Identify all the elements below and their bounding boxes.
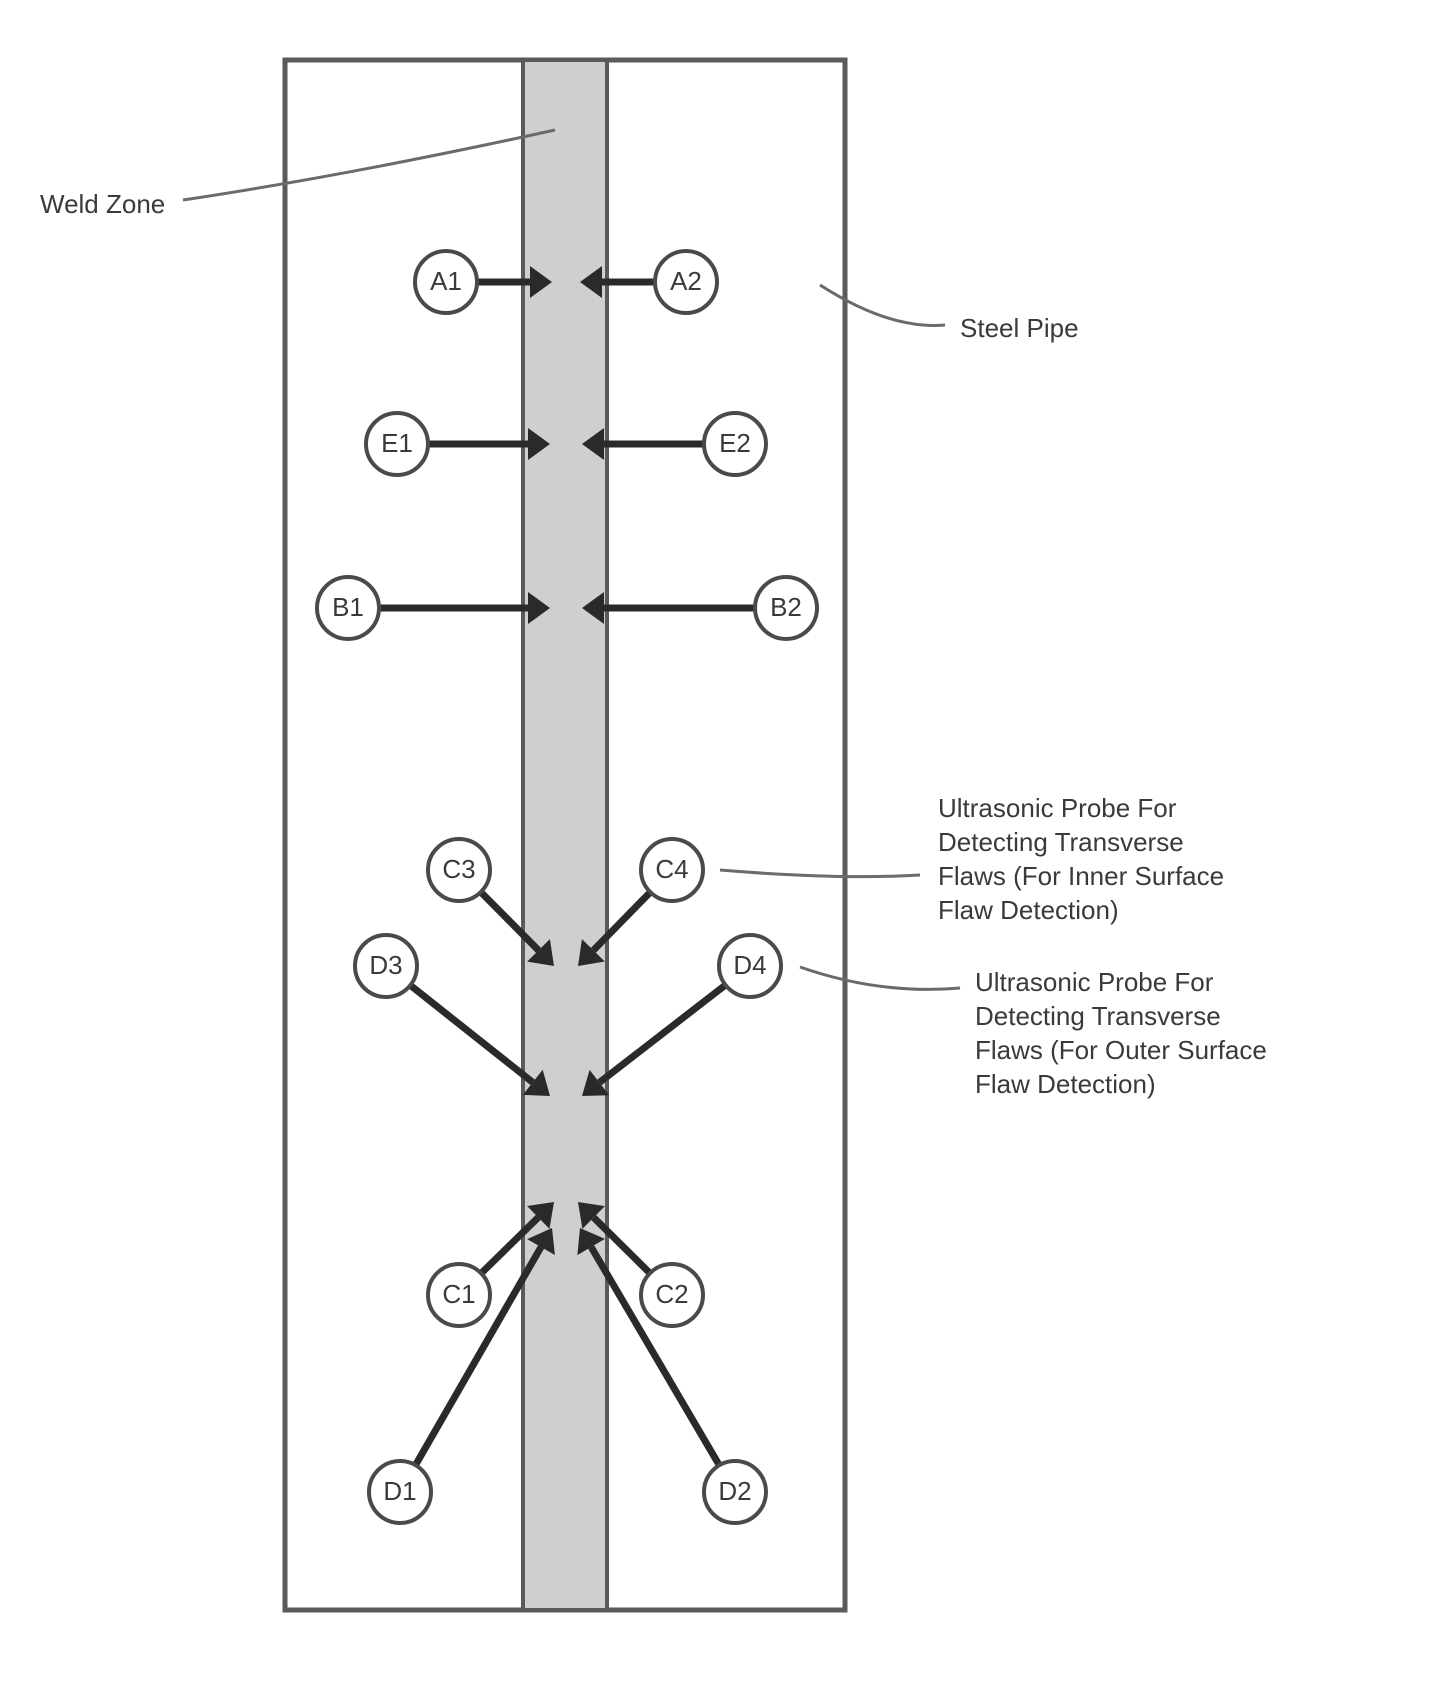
probe-a2: A2 [655, 251, 717, 313]
label-line: Ultrasonic Probe For [975, 967, 1214, 997]
pipe-group [285, 60, 845, 1610]
probe-c1: C1 [428, 1264, 490, 1326]
probe-d4: D4 [719, 935, 781, 997]
label-weld-zone: Weld Zone [40, 189, 165, 219]
label-line: Ultrasonic Probe For [938, 793, 1177, 823]
probe-label: D2 [718, 1476, 751, 1506]
probe-b2: B2 [755, 577, 817, 639]
probe-label: B2 [770, 592, 802, 622]
probe-d1: D1 [369, 1461, 431, 1523]
probe-label: D1 [383, 1476, 416, 1506]
probe-label: B1 [332, 592, 364, 622]
label-line: Flaws (For Outer Surface [975, 1035, 1267, 1065]
label-line: Detecting Transverse [938, 827, 1184, 857]
label-line: Flaw Detection) [938, 895, 1119, 925]
probe-label: C2 [655, 1279, 688, 1309]
probe-e1: E1 [366, 413, 428, 475]
probe-label: C3 [442, 854, 475, 884]
probe-label: D3 [369, 950, 402, 980]
probe-d2: D2 [704, 1461, 766, 1523]
probe-label: D4 [733, 950, 766, 980]
label-line: Flaws (For Inner Surface [938, 861, 1224, 891]
probe-label: C1 [442, 1279, 475, 1309]
probe-label: C4 [655, 854, 688, 884]
label-line: Detecting Transverse [975, 1001, 1221, 1031]
probe-c4: C4 [641, 839, 703, 901]
probe-e2: E2 [704, 413, 766, 475]
probe-b1: B1 [317, 577, 379, 639]
probe-c3: C3 [428, 839, 490, 901]
probe-d3: D3 [355, 935, 417, 997]
probe-label: E2 [719, 428, 751, 458]
probe-a1: A1 [415, 251, 477, 313]
label-inner-probe: Ultrasonic Probe For Detecting Transverse… [938, 793, 1224, 925]
label-line: Flaw Detection) [975, 1069, 1156, 1099]
probe-label: E1 [381, 428, 413, 458]
probe-label: A1 [430, 266, 462, 296]
label-steel-pipe: Steel Pipe [960, 313, 1079, 343]
probe-label: A2 [670, 266, 702, 296]
diagram-canvas: A1 A2 E1 E2 B1 B2 C3 C4 D3 D4 C1 C2 D1 D2 Weld Zone St… [0, 0, 1453, 1700]
label-outer-probe: Ultrasonic Probe For Detecting Transverse… [975, 967, 1267, 1099]
probe-c2: C2 [641, 1264, 703, 1326]
